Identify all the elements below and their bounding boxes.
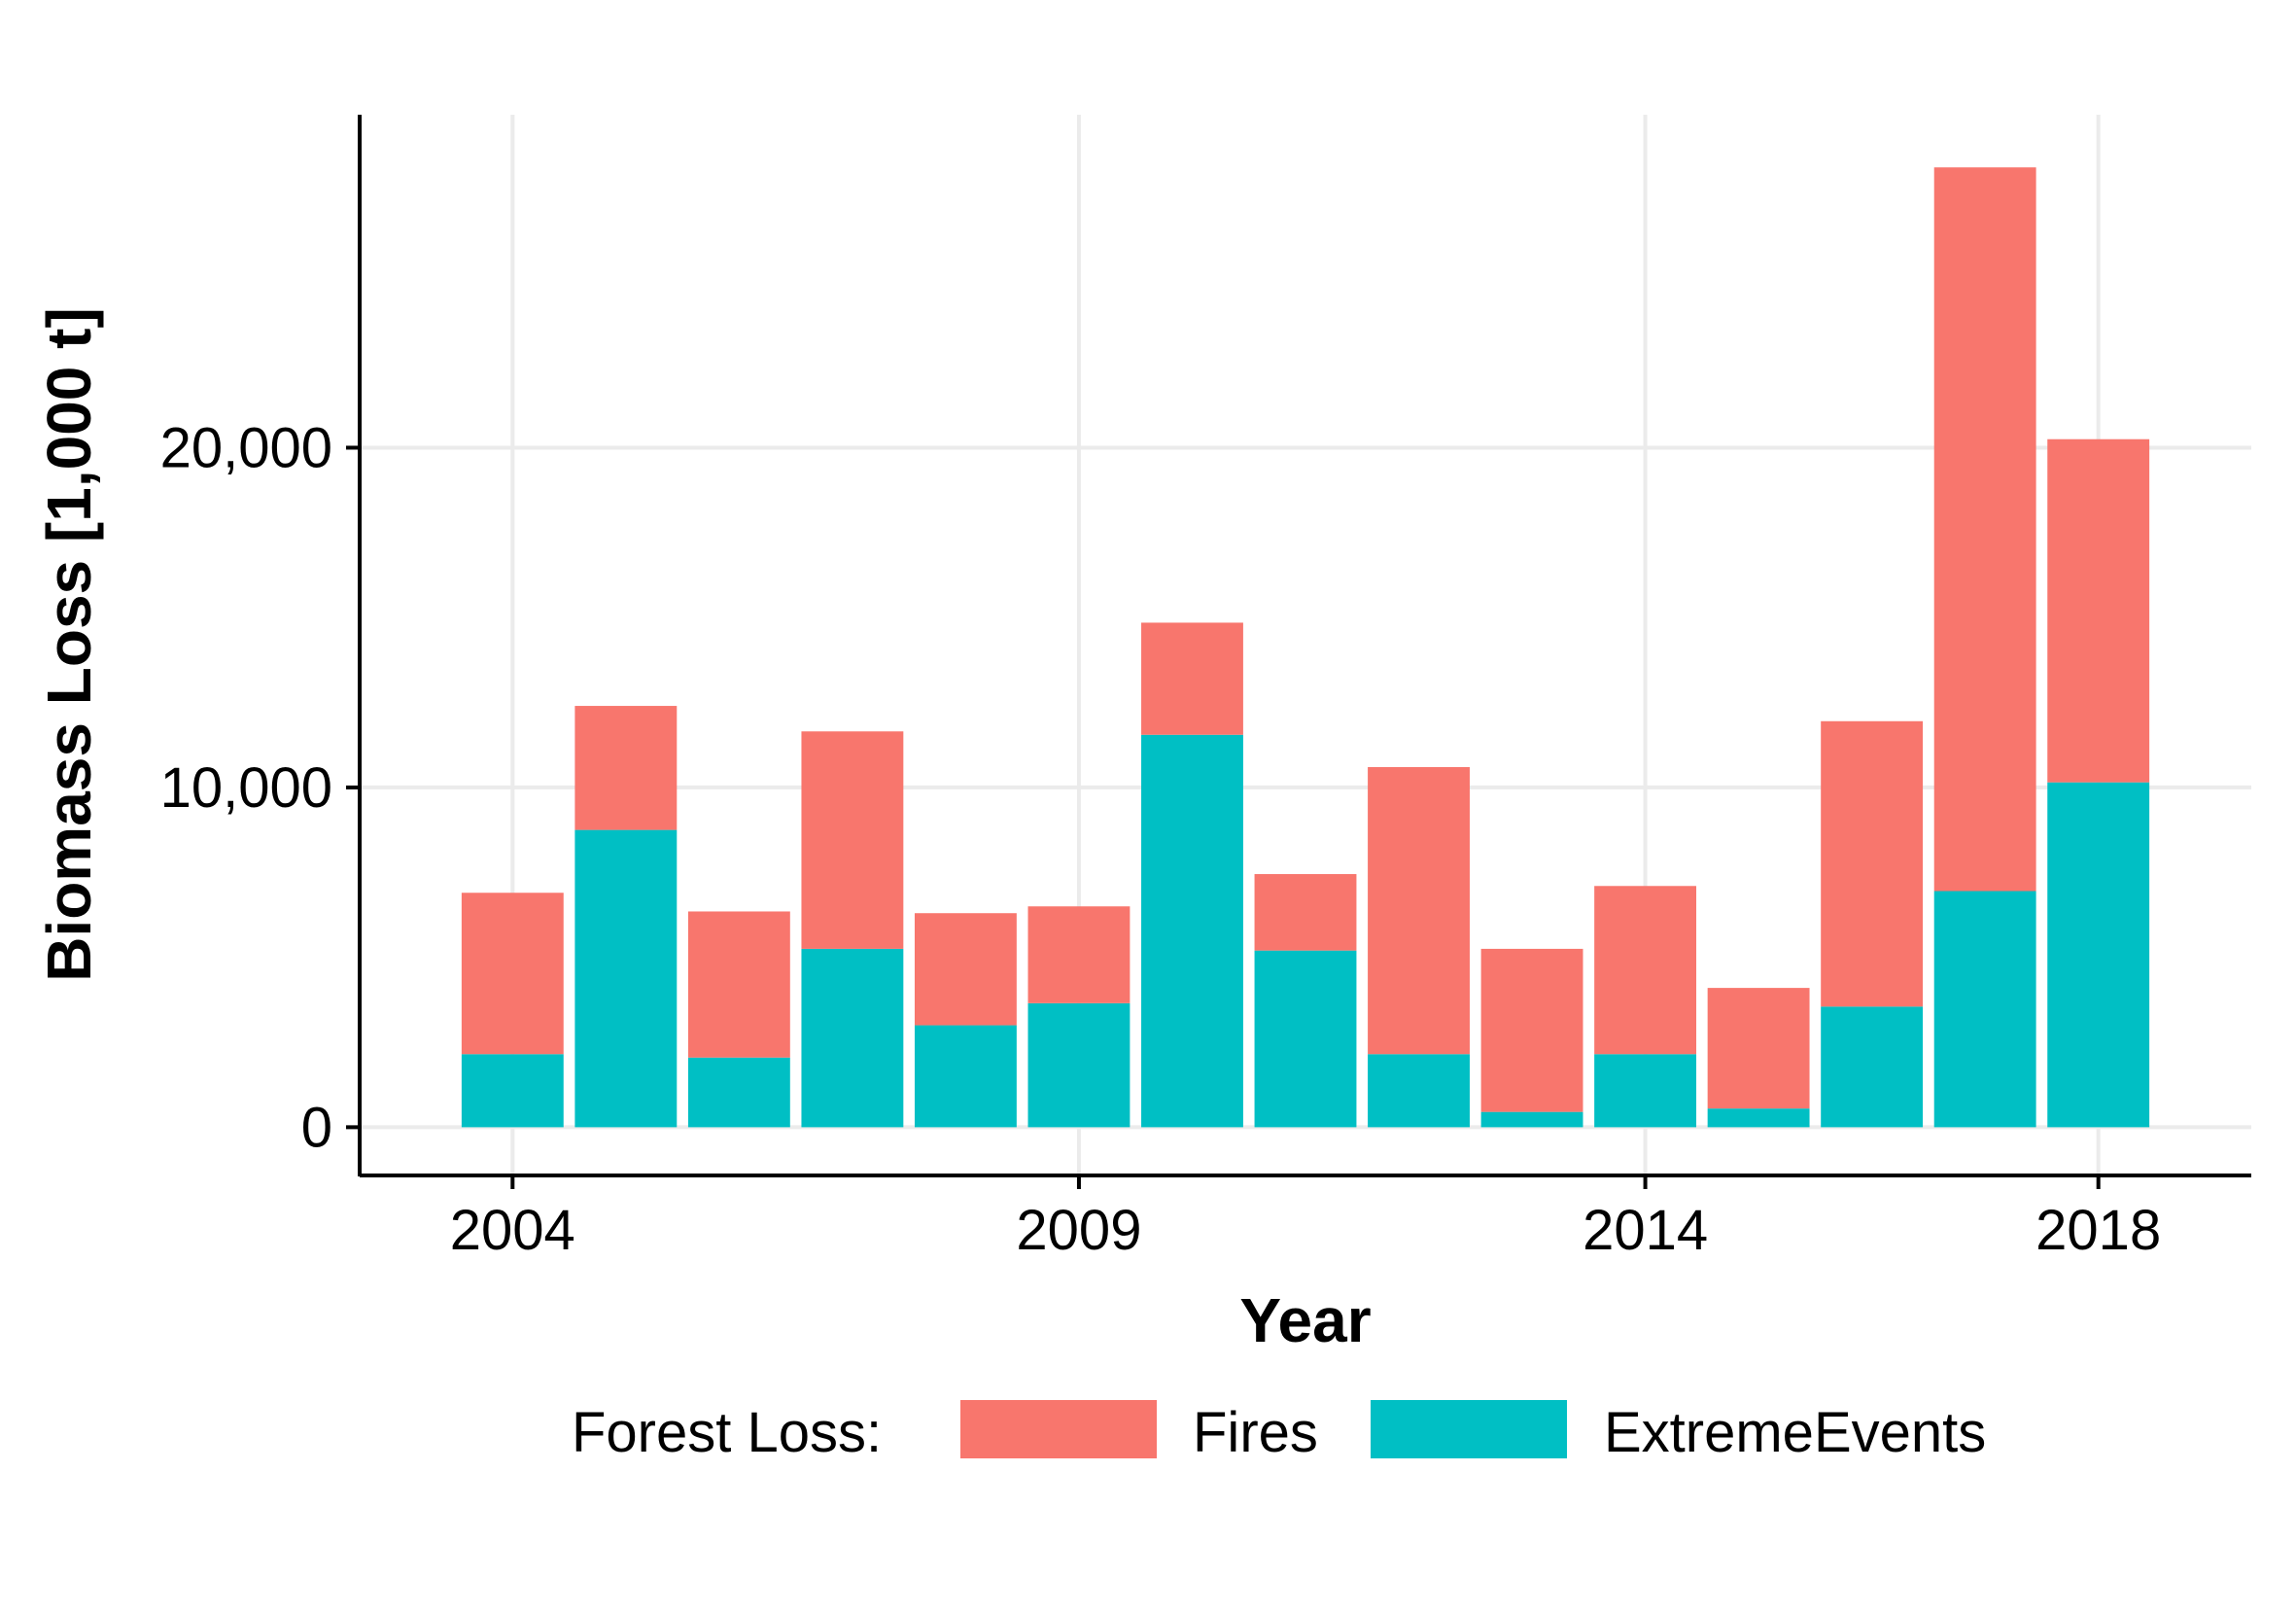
axes (358, 115, 2251, 1177)
x-tick-label-2004: 2004 (450, 1199, 575, 1262)
bar-fires-2005 (574, 706, 678, 830)
bar-fires-2004 (461, 893, 564, 1055)
bar-fires-2015 (1707, 988, 1810, 1109)
bar-extremeevents-2009 (1027, 1002, 1131, 1128)
bar-fires-2008 (914, 913, 1017, 1026)
bar-extremeevents-2008 (914, 1025, 1017, 1128)
legend-swatch-extremeevents (1371, 1400, 1567, 1458)
bar-extremeevents-2014 (1594, 1054, 1697, 1128)
bar-fires-2014 (1594, 886, 1697, 1055)
bar-extremeevents-2006 (687, 1057, 790, 1128)
bar-extremeevents-2012 (1368, 1054, 1470, 1128)
legend: Forest Loss: Fires ExtremeEvents (572, 1400, 1986, 1464)
y-tick-label-10000: 10,000 (160, 756, 332, 820)
bar-extremeevents-2007 (801, 948, 904, 1128)
legend-title: Forest Loss: (572, 1401, 882, 1464)
x-axis-title: Year (1239, 1285, 1371, 1355)
legend-swatch-fires (960, 1400, 1157, 1458)
x-tick-label-2018: 2018 (2035, 1199, 2161, 1262)
bar-extremeevents-2018 (2047, 782, 2150, 1128)
bar-extremeevents-2011 (1254, 950, 1357, 1128)
y-tick-label-0: 0 (301, 1096, 332, 1159)
bar-extremeevents-2016 (1821, 1006, 1924, 1128)
bar-fires-2013 (1480, 948, 1583, 1112)
bars (461, 167, 2150, 1128)
bar-fires-2006 (687, 911, 790, 1058)
bar-fires-2017 (1933, 167, 2036, 892)
x-tick-label-2014: 2014 (1583, 1199, 1708, 1262)
bar-extremeevents-2017 (1933, 891, 2036, 1128)
y-axis-title: Biomass Loss [1,000 t] (34, 307, 104, 982)
bar-fires-2009 (1027, 906, 1131, 1003)
bar-fires-2011 (1254, 874, 1357, 951)
bar-fires-2012 (1368, 766, 1470, 1055)
y-tick-label-20000: 20,000 (160, 416, 332, 479)
bar-fires-2018 (2047, 438, 2150, 783)
tick-labels: 2004 2009 2014 2018 0 10,000 20,000 (160, 416, 2162, 1262)
bar-fires-2010 (1141, 622, 1243, 735)
bar-fires-2016 (1821, 720, 1924, 1007)
bar-extremeevents-2005 (574, 829, 678, 1128)
legend-label-fires: Fires (1193, 1401, 1318, 1464)
bar-extremeevents-2013 (1480, 1111, 1583, 1128)
bar-extremeevents-2015 (1707, 1108, 1810, 1128)
bar-extremeevents-2004 (461, 1054, 564, 1128)
bar-extremeevents-2010 (1141, 734, 1243, 1128)
bar-fires-2007 (801, 731, 904, 949)
legend-label-extremeevents: ExtremeEvents (1604, 1401, 1986, 1464)
x-tick-label-2009: 2009 (1016, 1199, 1141, 1262)
